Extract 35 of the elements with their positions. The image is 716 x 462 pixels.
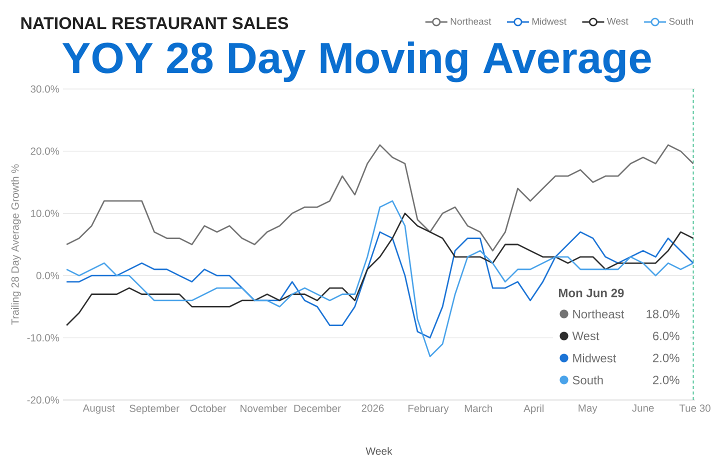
x-tick-label: February (408, 404, 449, 414)
x-tick-label: October (190, 404, 226, 412)
y-tick-label: -10.0% (27, 334, 60, 342)
x-tick-label: April (524, 404, 544, 414)
annotation: West (572, 332, 600, 340)
x-tick-label: November (240, 404, 288, 412)
y-tick-label: -20.0% (27, 396, 60, 404)
legend-label: Northeast (450, 18, 492, 25)
annotation: 2.0% (653, 376, 680, 384)
x-tick-label: August (82, 404, 115, 414)
x-tick-label: September (130, 404, 180, 414)
annotation: 18.0% (646, 310, 680, 318)
y-tick-label: 10.0% (31, 210, 60, 218)
y-axis-title: Trailing 28 Day Average Growth % (11, 164, 21, 325)
annotation: South (572, 376, 603, 384)
chart-title: NATIONAL RESTAURANT SALES (21, 17, 288, 30)
legend-label: Midwest (532, 18, 566, 25)
x-tick-label: Tue 30 (679, 404, 710, 412)
x-tick-label: December (294, 404, 341, 412)
y-tick-label: 20.0% (30, 148, 60, 155)
legend-label: West (606, 18, 628, 25)
y-tick-label: 30.0% (30, 85, 60, 93)
legend-label: South (669, 18, 693, 25)
annotation: Northeast (573, 310, 624, 318)
y-tick-label: 0.0% (36, 272, 60, 280)
annotation: 2.0% (653, 354, 680, 362)
x-tick-label: 2026 (362, 404, 384, 412)
annotation: 6.0% (653, 332, 680, 340)
annotation: Midwest (573, 354, 616, 362)
x-tick-label: May (578, 404, 598, 414)
x-axis-title: Week (366, 447, 392, 455)
x-tick-label: June (632, 404, 654, 412)
chart-subtitle: YOY 28 Day Moving Average (62, 41, 651, 82)
x-tick-label: March (464, 404, 492, 412)
annotation: Mon Jun 29 (559, 288, 624, 298)
